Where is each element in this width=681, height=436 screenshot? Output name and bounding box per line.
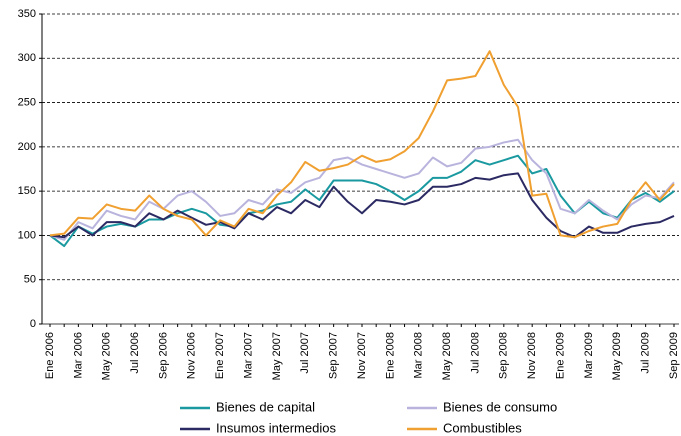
x-tick-label: May 2006 (101, 332, 113, 380)
y-tick-label: 350 (18, 8, 36, 20)
y-tick-label: 50 (24, 274, 36, 286)
x-tick-label: Mar 2008 (413, 332, 425, 378)
y-tick-label: 250 (18, 96, 36, 108)
x-tick-label: Ene 2006 (44, 332, 56, 379)
x-tick-label: May 2007 (271, 332, 283, 380)
legend: Bienes de capital Bienes de consumo Insumo… (180, 399, 557, 435)
y-tick-label: 150 (18, 185, 36, 197)
series-line (49, 138, 675, 241)
x-tick-label: Jul 2006 (129, 332, 141, 374)
legend-label: Combustibles (443, 420, 522, 435)
x-tick-label: Ene 2009 (554, 332, 566, 379)
x-tick-label: Mar 2006 (72, 332, 84, 378)
x-tick-label: Nov 2007 (356, 332, 368, 379)
y-tick-label: 0 (30, 318, 36, 330)
x-tick-label: Sep 2009 (668, 332, 680, 379)
x-tick-label: Jul 2007 (299, 332, 311, 374)
x-tick-label: Nov 2008 (526, 332, 538, 379)
y-tick-label: 200 (18, 141, 36, 153)
y-tick-label: 300 (18, 52, 36, 64)
x-tick-label: May 2009 (611, 332, 623, 380)
x-tick-label: Ene 2008 (384, 332, 396, 379)
series-line (49, 50, 675, 239)
legend-label: Bienes de capital (216, 399, 315, 414)
x-tick-label: Ene 2007 (214, 332, 226, 379)
x-tick-label: Mar 2007 (242, 332, 254, 378)
x-tick-label: Sep 2008 (498, 332, 510, 379)
x-tick-label: Jul 2008 (469, 332, 481, 374)
series-line (49, 154, 675, 248)
x-tick-label: May 2008 (441, 332, 453, 380)
series-line (49, 172, 675, 239)
x-tick-label: Jul 2009 (640, 332, 652, 374)
x-tick-label: Nov 2006 (186, 332, 198, 379)
x-tick-label: Sep 2007 (328, 332, 340, 379)
legend-label: Bienes de consumo (443, 399, 557, 414)
x-tick-label: Sep 2006 (157, 332, 169, 379)
y-tick-label: 100 (18, 229, 36, 241)
legend-label: Insumos intermedios (216, 420, 336, 435)
x-tick-label: Mar 2009 (583, 332, 595, 378)
